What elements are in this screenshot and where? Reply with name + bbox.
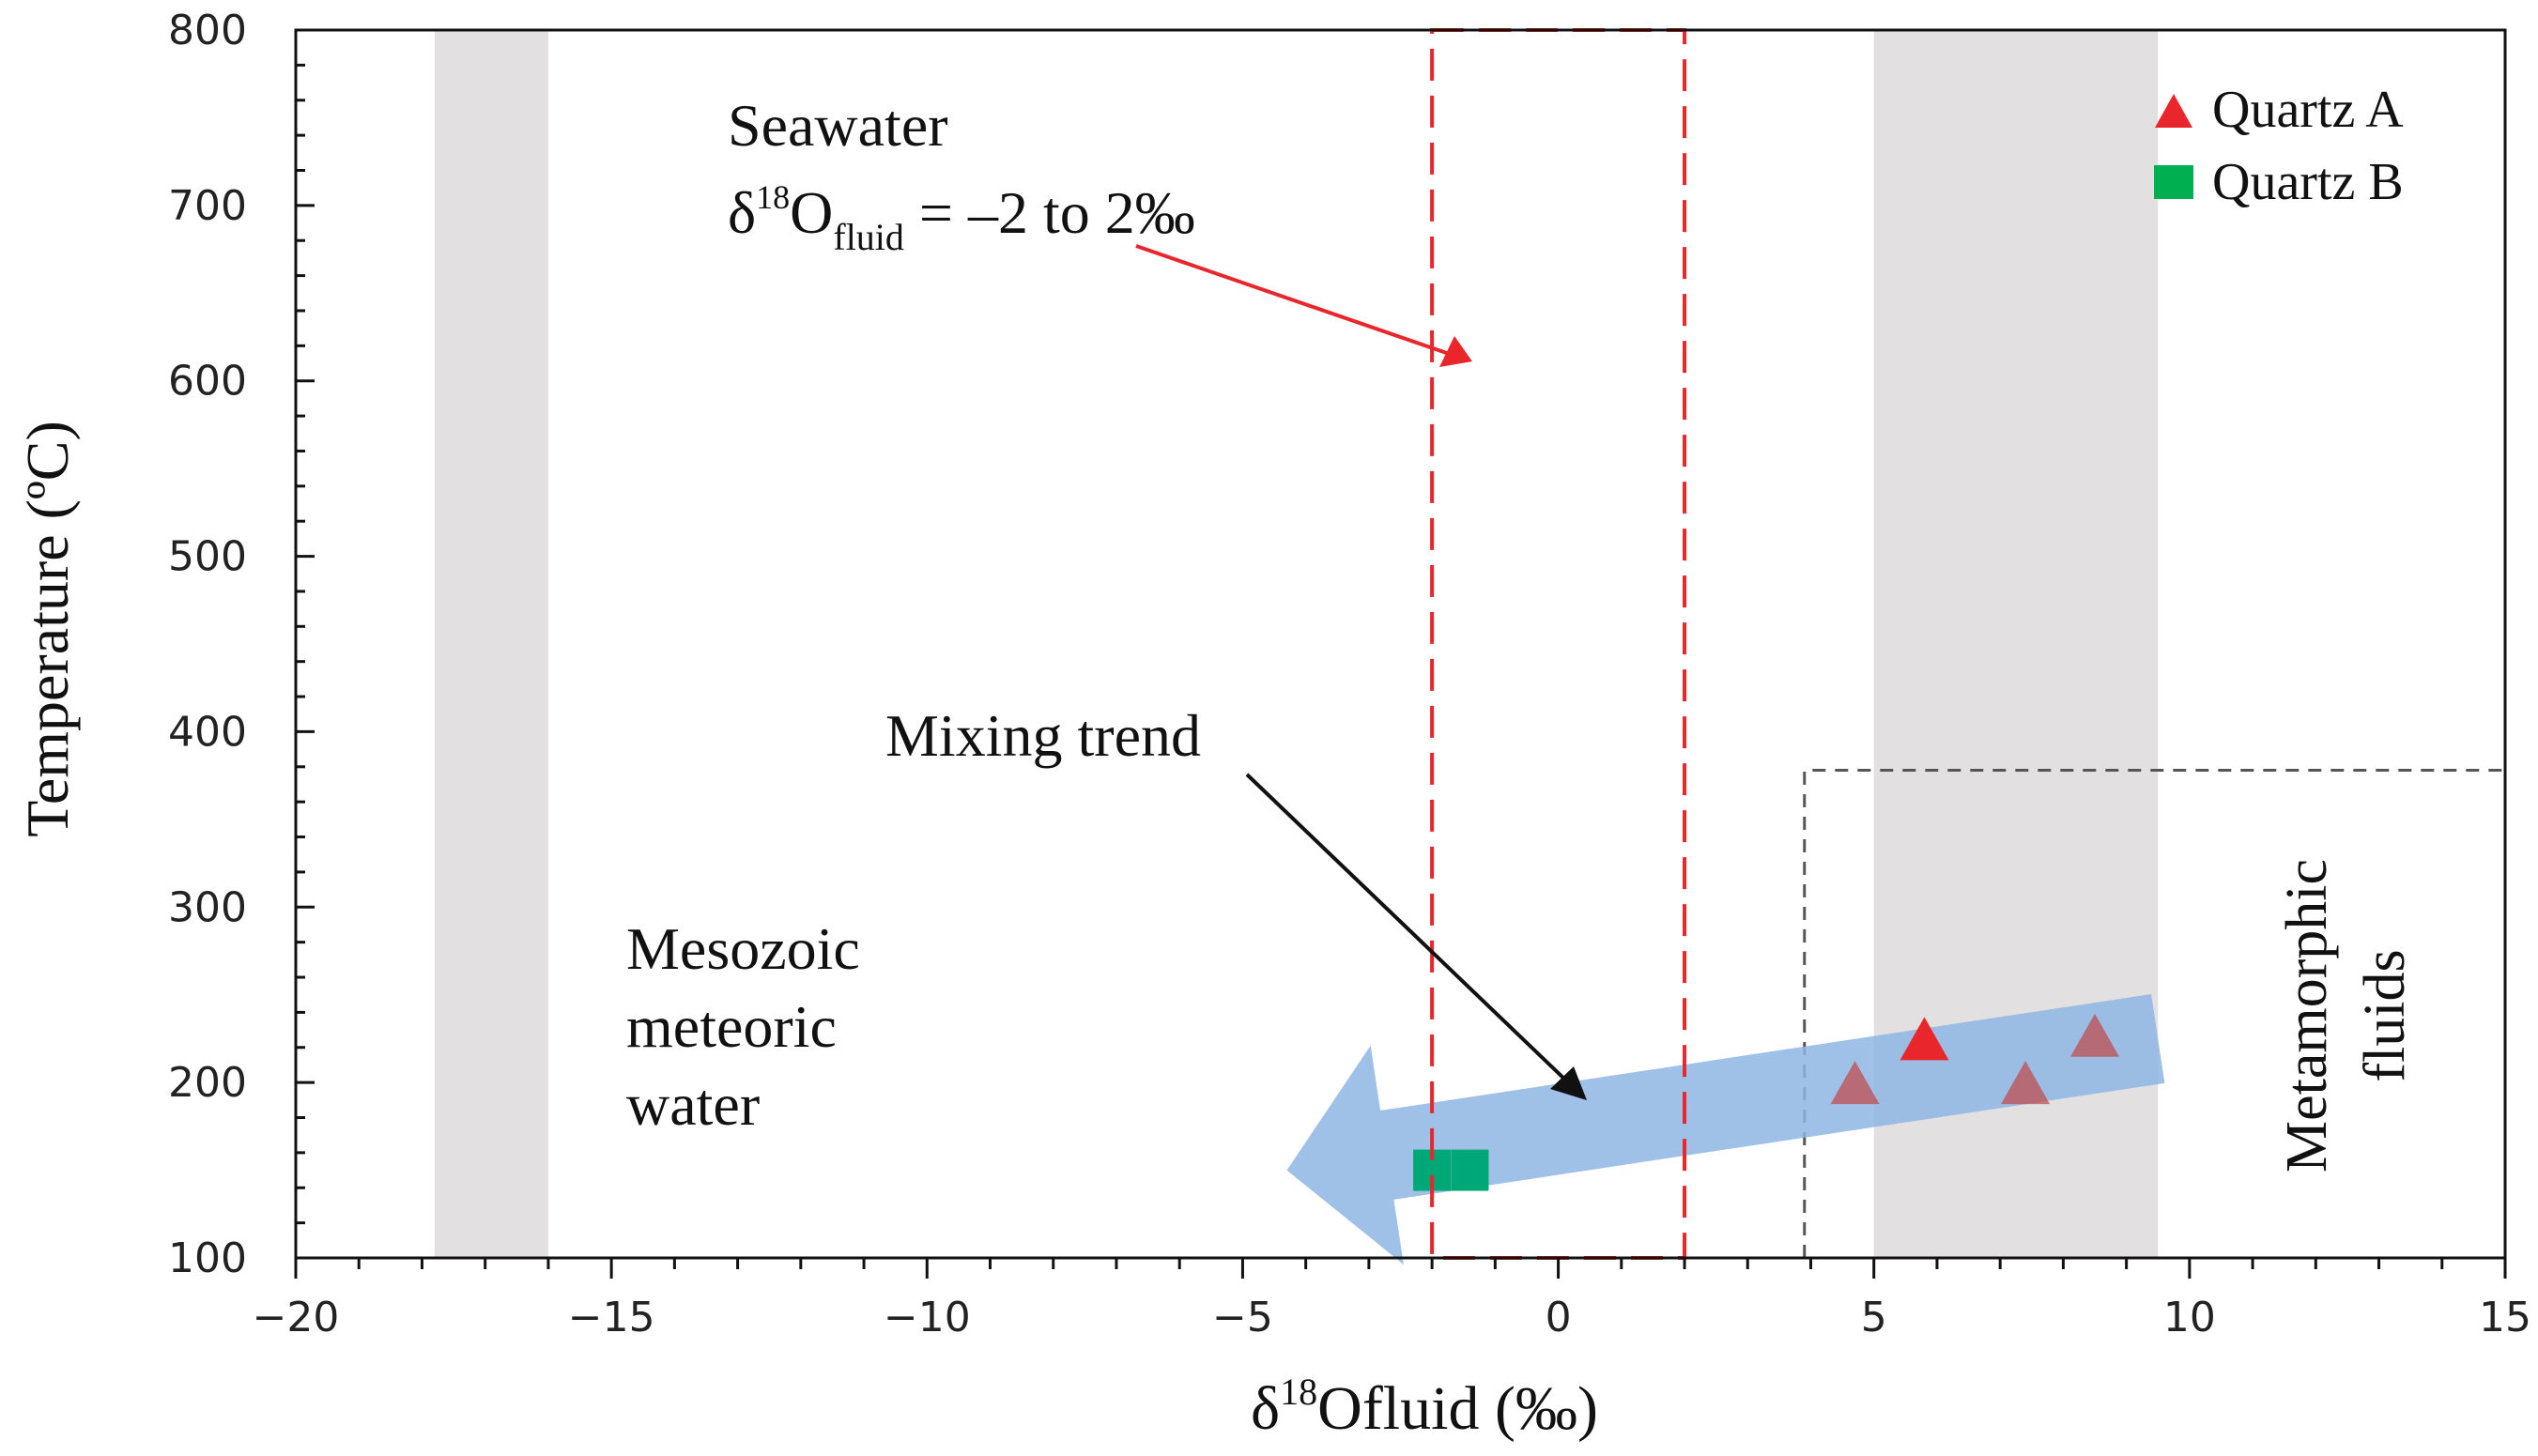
quartz-a-point xyxy=(1900,1017,1949,1061)
legend: Quartz A Quartz B xyxy=(2154,81,2404,211)
y-axis-label: Temperature (ºC) xyxy=(14,421,81,837)
x-tick-label: 15 xyxy=(2479,1294,2531,1341)
y-tick-label: 300 xyxy=(168,883,247,931)
legend-quartz-a-marker xyxy=(2155,94,2192,128)
meteoric-label-3: water xyxy=(626,1071,760,1138)
seawater-formula: δ18Ofluid = –2 to 2‰ xyxy=(728,178,1195,258)
x-tick-label: 10 xyxy=(2163,1294,2216,1341)
quartz-a-point xyxy=(1830,1061,1880,1105)
y-tick-label: 700 xyxy=(168,182,247,230)
quartz-b-point xyxy=(1451,1149,1489,1191)
y-tick-labels: 100 200 300 400 500 600 700 800 xyxy=(168,7,247,1282)
y-tick-label: 600 xyxy=(168,358,247,406)
y-tick-label: 400 xyxy=(168,708,247,756)
seawater-title: Seawater xyxy=(728,92,948,159)
x-tick-label: −10 xyxy=(884,1294,971,1341)
meteoric-label-2: meteoric xyxy=(626,993,837,1060)
x-tick-label: −20 xyxy=(253,1294,340,1341)
x-tick-labels: −20 −15 −10 −5 0 5 10 15 xyxy=(253,1294,2531,1341)
axis-ticks xyxy=(294,28,2507,1279)
x-axis-label: δ18Ofluid (‰) xyxy=(1251,1371,1598,1443)
x-tick-label: −15 xyxy=(568,1294,655,1341)
legend-quartz-b-label: Quartz B xyxy=(2212,153,2404,211)
metamorphic-label-2: fluids xyxy=(2353,949,2417,1081)
x-tick-label: 0 xyxy=(1546,1294,1572,1341)
seawater-arrow xyxy=(1135,244,1465,361)
y-tick-label: 800 xyxy=(168,7,247,54)
y-tick-label: 200 xyxy=(168,1059,247,1107)
seawater-arrowhead xyxy=(1439,336,1472,367)
mixing-trend-pointer-head xyxy=(1550,1066,1587,1100)
metamorphic-label-1: Metamorphic xyxy=(2275,859,2339,1172)
plot-frame xyxy=(294,28,2507,1260)
legend-quartz-b-marker xyxy=(2154,165,2193,199)
mixing-trend-label: Mixing trend xyxy=(885,702,1201,769)
legend-quartz-a-label: Quartz A xyxy=(2212,81,2404,139)
x-tick-label: 5 xyxy=(1861,1294,1887,1341)
y-tick-label: 100 xyxy=(168,1234,247,1282)
quartz-a-point xyxy=(2070,1013,2120,1057)
meteoric-band xyxy=(434,30,548,1258)
meteoric-label-1: Mesozoic xyxy=(626,915,860,982)
x-tick-label: −5 xyxy=(1212,1294,1273,1341)
mixing-trend-pointer xyxy=(1245,773,1570,1084)
quartz-a-point xyxy=(2001,1061,2051,1105)
y-tick-label: 500 xyxy=(168,533,247,581)
mixing-trend-arrow xyxy=(1286,994,2165,1265)
